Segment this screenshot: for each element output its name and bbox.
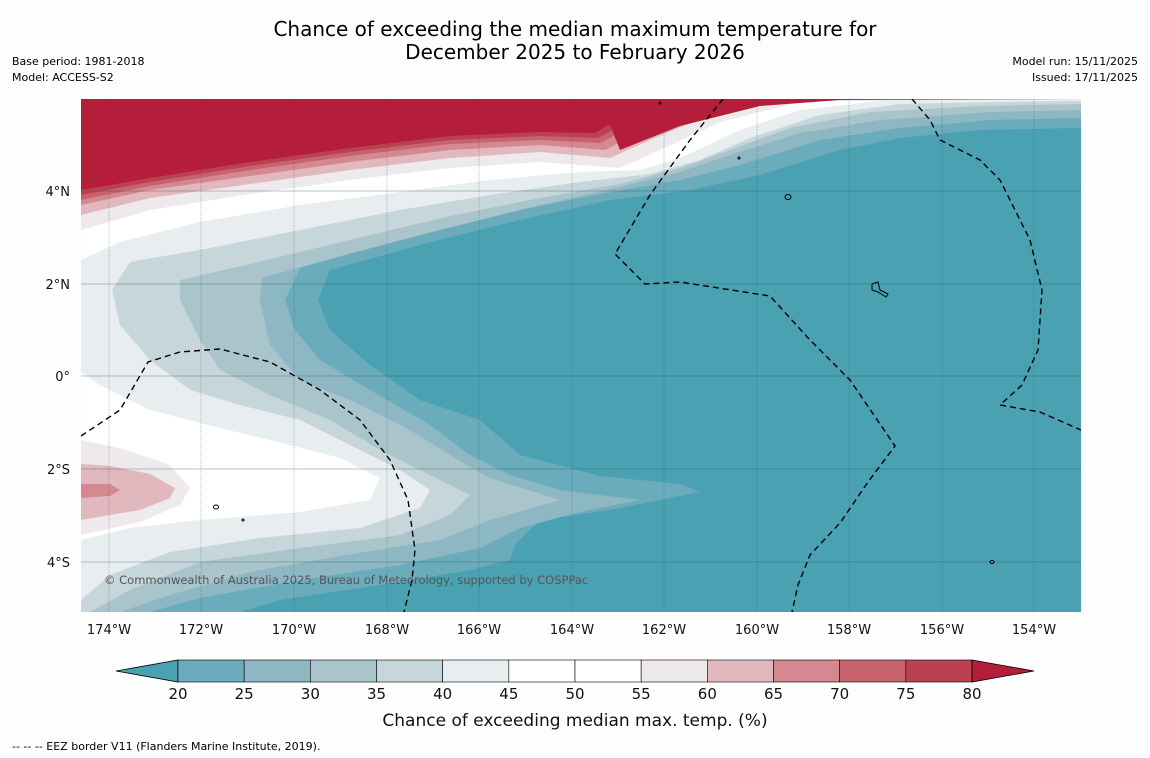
- colorbar-tick-label: 70: [830, 685, 849, 703]
- colorbar-tick-label: 65: [764, 685, 783, 703]
- lon-label: 166°W: [457, 623, 501, 638]
- colorbar-segment: [905, 659, 973, 683]
- colorbar-tick-label: 20: [168, 685, 187, 703]
- colorbar-segment: [574, 659, 642, 683]
- lat-label-4n: 4°N: [46, 185, 71, 200]
- eez-border-line: [911, 99, 1081, 431]
- colorbar-tick-label: 50: [565, 685, 584, 703]
- probability-over-80-band-east: [600, 99, 1081, 150]
- colorbar-tick-label: 60: [698, 685, 717, 703]
- island-outline: [658, 101, 662, 105]
- colorbar-segments: [177, 659, 973, 683]
- lon-label: 164°W: [550, 623, 594, 638]
- title-line-2: December 2025 to February 2026: [405, 40, 745, 64]
- colorbar-tick-label: 35: [367, 685, 386, 703]
- graticule: [81, 99, 1081, 612]
- colorbar-tick-label: 40: [433, 685, 452, 703]
- island-outline: [213, 504, 219, 510]
- base-period: Base period: 1981-2018: [12, 55, 145, 68]
- islands: [213, 101, 995, 564]
- copyright-notice: © Commonwealth of Australia 2025, Bureau…: [104, 573, 588, 587]
- eez-footnote: -- -- -- EEZ border V11 (Flanders Marine…: [12, 740, 321, 753]
- lon-label: 160°W: [735, 623, 779, 638]
- colorbar-segment: [177, 659, 245, 683]
- lat-label-equator: 0°: [55, 370, 70, 385]
- lat-label-2s: 2°S: [47, 463, 70, 478]
- colorbar-title: Chance of exceeding median max. temp. (%…: [382, 711, 767, 731]
- map-area: © Commonwealth of Australia 2025, Bureau…: [81, 99, 1081, 612]
- metadata-left: Base period: 1981-2018 Model: ACCESS-S2: [12, 54, 144, 86]
- lon-label: 170°W: [272, 623, 316, 638]
- issued-date: Issued: 17/11/2025: [1031, 71, 1138, 84]
- colorbar-tick-label: 45: [499, 685, 518, 703]
- eez-border-line: [81, 348, 416, 612]
- metadata-right: Model run: 15/11/2025 Issued: 17/11/2025: [1012, 54, 1138, 86]
- lon-label: 174°W: [87, 623, 131, 638]
- lon-label: 156°W: [920, 623, 964, 638]
- eez-borders: [81, 99, 1081, 612]
- lon-label: 158°W: [827, 623, 871, 638]
- colorbar-tick-label: 80: [962, 685, 981, 703]
- colorbar-segment: [839, 659, 907, 683]
- colorbar-tick-label: 75: [896, 685, 915, 703]
- island-outline: [241, 518, 245, 522]
- colorbar-segment: [243, 659, 311, 683]
- latitude-labels: 4°N 2°N 0° 2°S 4°S: [46, 185, 71, 571]
- island-outline: [989, 560, 995, 564]
- colorbar-tick-label: 55: [632, 685, 651, 703]
- lat-label-2n: 2°N: [46, 278, 71, 293]
- colorbar-segment: [376, 659, 443, 683]
- colorbar-segment: [707, 659, 774, 683]
- colorbar-over-arrow: [971, 659, 1035, 683]
- colorbar-segment: [640, 659, 708, 683]
- model-name: Model: ACCESS-S2: [12, 71, 114, 84]
- colorbar: 20 25 30 35 40 45 50 55 60 65 70 75 80 Chance of exc…: [115, 659, 1035, 731]
- colorbar-tick-label: 30: [301, 685, 320, 703]
- model-run: Model run: 15/11/2025: [1012, 55, 1138, 68]
- eez-border-line: [614, 99, 896, 612]
- island-outline: [871, 281, 889, 298]
- map-title: Chance of exceeding the median maximum t…: [0, 18, 1150, 64]
- island-outline: [737, 156, 741, 160]
- colorbar-segment: [310, 659, 377, 683]
- lat-label-4s: 4°S: [47, 556, 70, 571]
- probability-over-80-band: [81, 99, 760, 190]
- title-line-1: Chance of exceeding the median maximum t…: [273, 17, 877, 41]
- longitude-labels: 174°W 172°W 170°W 168°W 166°W 164°W 162°…: [87, 623, 1056, 638]
- colorbar-labels: 20 25 30 35 40 45 50 55 60 65 70 75 80: [168, 685, 981, 703]
- lon-label: 172°W: [179, 623, 223, 638]
- lon-label: 168°W: [365, 623, 409, 638]
- colorbar-segment: [508, 659, 576, 683]
- colorbar-segment: [773, 659, 840, 683]
- colorbar-under-arrow: [115, 659, 179, 683]
- colorbar-segment: [442, 659, 510, 683]
- island-outline: [784, 194, 792, 200]
- lon-label: 162°W: [642, 623, 686, 638]
- colorbar-tick-label: 25: [235, 685, 254, 703]
- lon-label: 154°W: [1012, 623, 1056, 638]
